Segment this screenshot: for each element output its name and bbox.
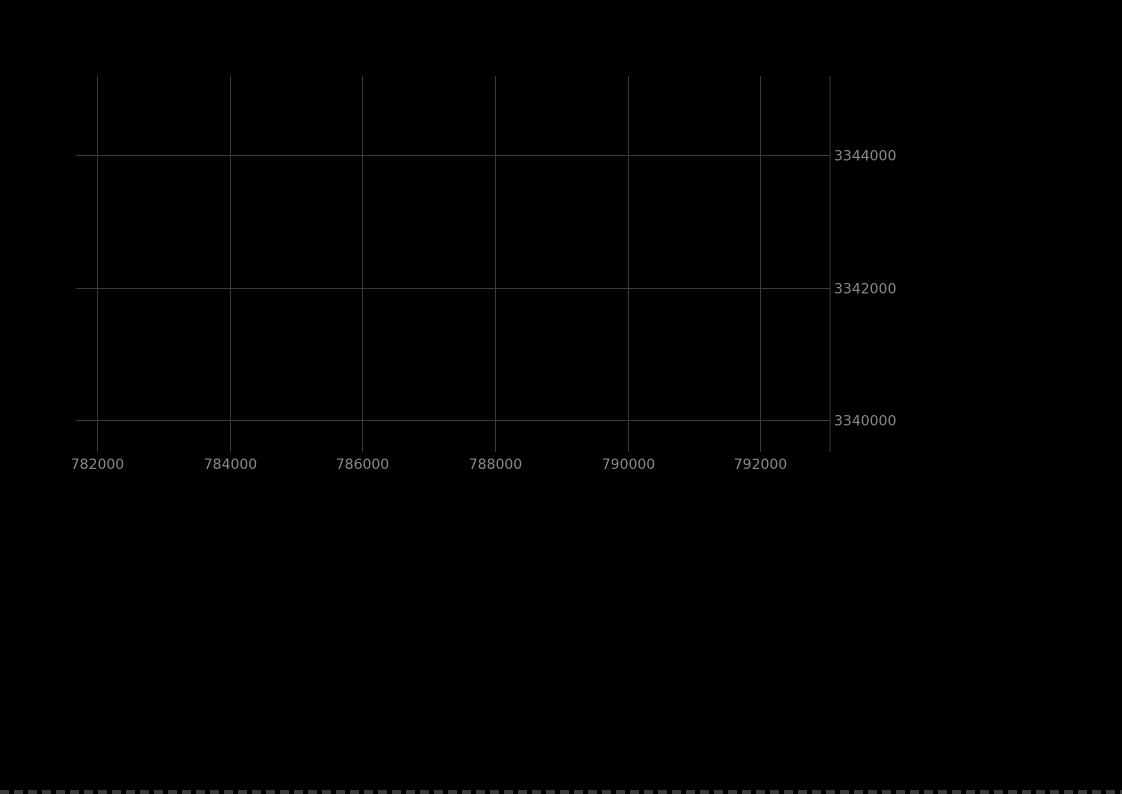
page-bottom-border: [0, 790, 1122, 794]
easting-tick-label: 792000: [734, 457, 787, 473]
easting-tick-label: 782000: [71, 457, 124, 473]
northing-tick-label: 3340000: [834, 414, 896, 430]
easting-tick-label: 786000: [336, 457, 389, 473]
easting-tick-label: 790000: [602, 457, 655, 473]
northing-tick-label: 3342000: [834, 282, 896, 298]
easting-tick-label: 784000: [204, 457, 257, 473]
easting-tick-label: 788000: [469, 457, 522, 473]
northing-tick-label: 3344000: [834, 149, 896, 165]
